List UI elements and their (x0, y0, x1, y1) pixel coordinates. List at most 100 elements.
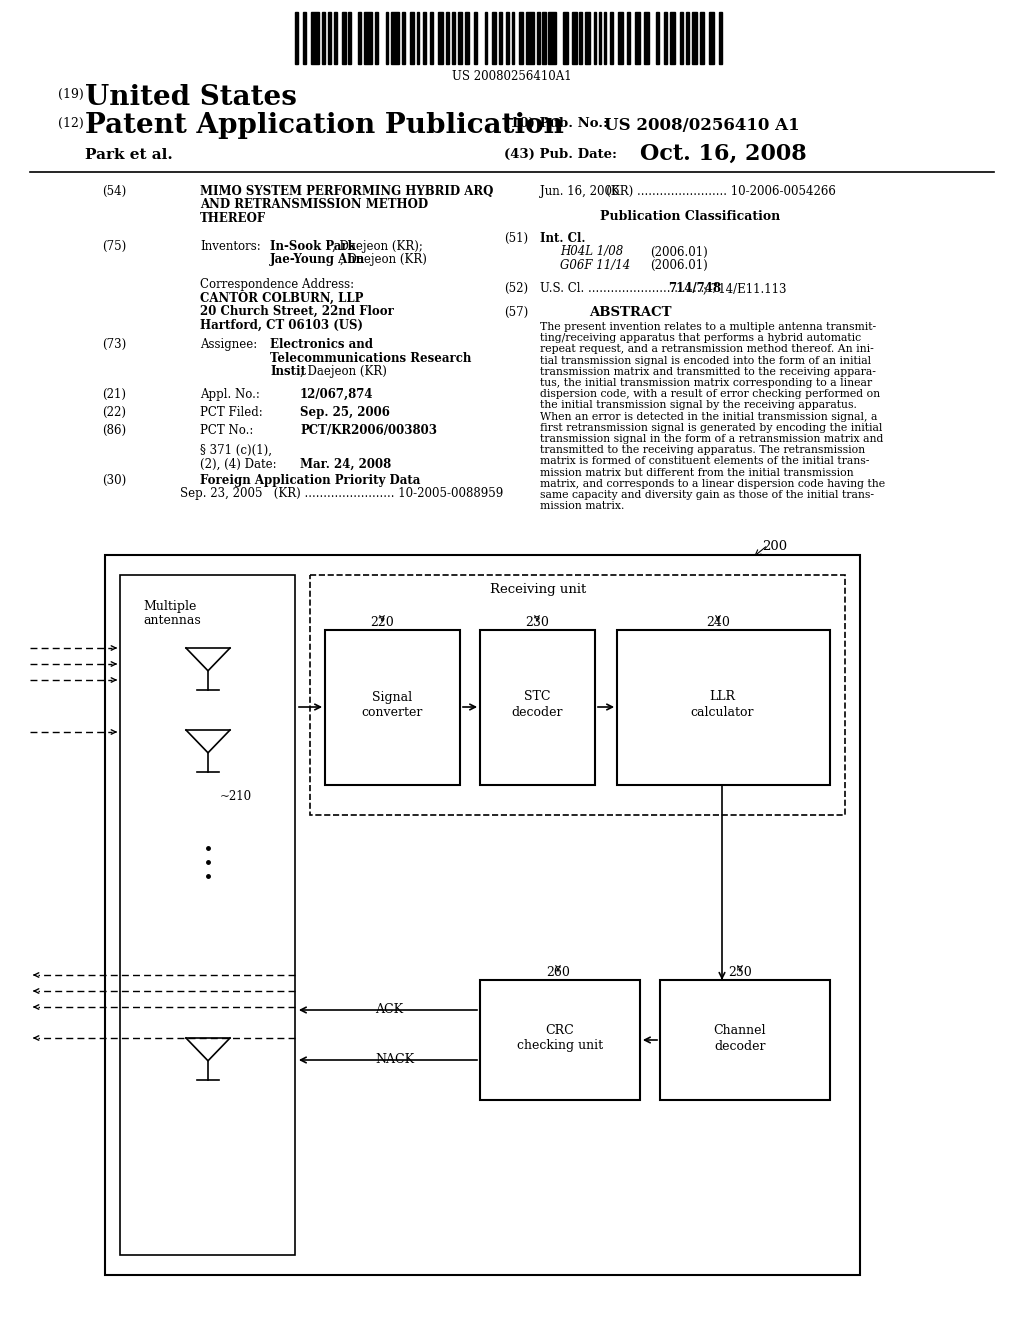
Text: transmission signal in the form of a retransmission matrix and: transmission signal in the form of a ret… (540, 434, 884, 444)
Text: Mar. 24, 2008: Mar. 24, 2008 (300, 458, 391, 470)
Text: (2006.01): (2006.01) (650, 246, 708, 259)
Bar (656, 12, 659, 63)
Text: The present invention relates to a multiple antenna transmit-: The present invention relates to a multi… (540, 322, 877, 333)
Text: G06F 11/14: G06F 11/14 (560, 259, 630, 272)
Text: Patent Application Publication: Patent Application Publication (85, 112, 564, 139)
Text: repeat request, and a retransmission method thereof. An ini-: repeat request, and a retransmission met… (540, 345, 873, 354)
Bar (709, 12, 714, 63)
Bar (627, 12, 630, 63)
Text: Publication Classification: Publication Classification (600, 210, 780, 223)
Bar (386, 12, 388, 63)
Text: (30): (30) (102, 474, 126, 487)
Text: Receiving unit: Receiving unit (490, 583, 587, 597)
Bar (465, 12, 469, 63)
Bar (323, 12, 326, 63)
Bar (680, 12, 683, 63)
Text: 240: 240 (707, 616, 730, 630)
Text: Int. Cl.: Int. Cl. (540, 232, 586, 246)
Bar (493, 12, 496, 63)
Text: ~210: ~210 (220, 789, 252, 803)
Text: 220: 220 (370, 616, 394, 630)
Text: (21): (21) (102, 388, 126, 401)
Text: 230: 230 (525, 616, 549, 630)
Bar (617, 630, 830, 785)
Bar (445, 12, 450, 63)
Bar (303, 12, 306, 63)
Bar (334, 12, 337, 63)
Text: PCT/KR2006/003803: PCT/KR2006/003803 (300, 424, 437, 437)
Text: , Daejeon (KR): , Daejeon (KR) (340, 253, 427, 267)
Text: dispersion code, with a result of error checking performed on: dispersion code, with a result of error … (540, 389, 880, 399)
Bar (452, 12, 455, 63)
Text: Telecommunications Research: Telecommunications Research (270, 351, 471, 364)
Text: (57): (57) (504, 306, 528, 319)
Bar (295, 12, 298, 63)
Bar (401, 12, 406, 63)
Text: In-Sook Park: In-Sook Park (270, 240, 355, 253)
Text: tial transmission signal is encoded into the form of an initial: tial transmission signal is encoded into… (540, 355, 871, 366)
Text: decoder: decoder (715, 1040, 766, 1052)
Text: (KR) ........................ 10-2006-0054266: (KR) ........................ 10-2006-00… (595, 185, 836, 198)
Text: transmitted to the receiving apparatus. The retransmission: transmitted to the receiving apparatus. … (540, 445, 865, 455)
Text: (86): (86) (102, 424, 126, 437)
Bar (526, 12, 534, 63)
Text: Jae-Young Ahn: Jae-Young Ahn (270, 253, 366, 267)
Text: Oct. 16, 2008: Oct. 16, 2008 (640, 143, 807, 165)
Text: Inventors:: Inventors: (200, 240, 261, 253)
Text: (10) Pub. No.:: (10) Pub. No.: (504, 117, 608, 129)
Bar (618, 12, 624, 63)
Bar (325, 630, 460, 785)
Text: MIMO SYSTEM PERFORMING HYBRID ARQ: MIMO SYSTEM PERFORMING HYBRID ARQ (200, 185, 494, 198)
Text: CRC: CRC (546, 1023, 574, 1036)
Text: Foreign Application Priority Data: Foreign Application Priority Data (200, 474, 421, 487)
Text: 200: 200 (762, 540, 787, 553)
Text: US 20080256410A1: US 20080256410A1 (453, 70, 571, 83)
Bar (512, 12, 514, 63)
Bar (328, 12, 331, 63)
Bar (417, 12, 420, 63)
Text: Instit: Instit (270, 366, 306, 378)
Text: the initial transmission signal by the receiving apparatus.: the initial transmission signal by the r… (540, 400, 857, 411)
Text: LLR: LLR (709, 690, 735, 704)
Text: NACK: NACK (375, 1053, 414, 1067)
Bar (430, 12, 433, 63)
Text: ABSTRACT: ABSTRACT (589, 306, 672, 319)
Bar (459, 12, 462, 63)
Bar (664, 12, 667, 63)
Bar (542, 12, 546, 63)
Text: (73): (73) (102, 338, 126, 351)
Text: (2006.01): (2006.01) (650, 259, 708, 272)
Text: Multiple: Multiple (143, 601, 197, 612)
Bar (700, 12, 703, 63)
Bar (594, 12, 596, 63)
Bar (692, 12, 697, 63)
Text: Hartford, CT 06103 (US): Hartford, CT 06103 (US) (200, 318, 362, 331)
Bar (120, 576, 295, 1255)
Bar (105, 554, 860, 1275)
Bar (719, 12, 722, 63)
Text: 20 Church Street, 22nd Floor: 20 Church Street, 22nd Floor (200, 305, 394, 318)
Bar (586, 12, 591, 63)
Text: (22): (22) (102, 407, 126, 418)
Text: antennas: antennas (143, 614, 201, 627)
Text: (51): (51) (504, 232, 528, 246)
Text: calculator: calculator (690, 706, 754, 719)
Bar (391, 12, 399, 63)
Bar (411, 12, 414, 63)
Bar (365, 12, 372, 63)
Text: (12): (12) (58, 117, 84, 129)
Text: CANTOR COLBURN, LLP: CANTOR COLBURN, LLP (200, 292, 364, 305)
Bar (580, 12, 582, 63)
Text: 250: 250 (728, 966, 752, 979)
Bar (670, 12, 675, 63)
Text: When an error is detected in the initial transmission signal, a: When an error is detected in the initial… (540, 412, 878, 421)
Text: matrix, and corresponds to a linear dispersion code having the: matrix, and corresponds to a linear disp… (540, 479, 885, 488)
Bar (423, 12, 426, 63)
Text: decoder: decoder (511, 706, 563, 719)
Text: U.S. Cl. ................................: U.S. Cl. ...............................… (540, 282, 712, 294)
Text: Assignee:: Assignee: (200, 338, 257, 351)
Bar (635, 12, 640, 63)
Text: 260: 260 (546, 966, 570, 979)
Bar (563, 12, 568, 63)
Text: first retransmission signal is generated by encoding the initial: first retransmission signal is generated… (540, 422, 883, 433)
